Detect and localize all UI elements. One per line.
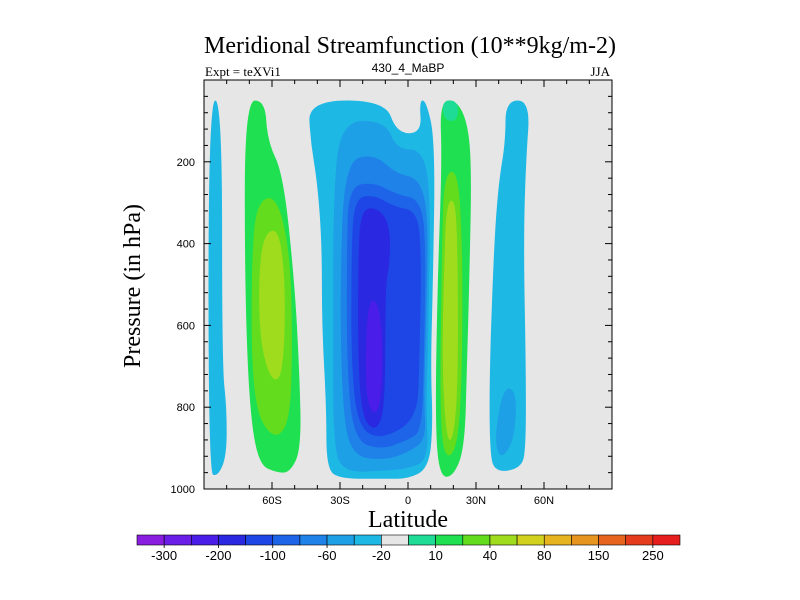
x-tick-label: 60S — [262, 495, 282, 507]
chart-title: Meridional Streamfunction (10**9kg/m-2) — [204, 33, 616, 59]
colorbar-label: -300 — [151, 548, 177, 563]
season-label: JJA — [590, 64, 610, 79]
contour-region-sh-hadley-cell-core — [365, 300, 383, 413]
plot-axes: 60S 30S 0 30N 60N 200 400 600 800 1000 — [171, 79, 613, 507]
colorbar-label: -60 — [318, 548, 337, 563]
contour-plot — [204, 80, 612, 489]
contour-region-nh-hadley-cell-top — [442, 100, 458, 121]
colorbar-swatch — [435, 534, 464, 546]
contour-region-nh-hadley-cell-core — [442, 200, 458, 440]
colorbar: -300 -200 -100 -60 -20 10 40 80 150 250 — [136, 534, 681, 563]
colorbar-swatch — [408, 534, 436, 546]
y-tick-label: 1000 — [171, 484, 195, 496]
colorbar-label: -200 — [205, 548, 231, 563]
colorbar-swatch — [381, 534, 409, 546]
colorbar-swatch — [163, 534, 192, 546]
experiment-label: Expt = teXVi1 — [205, 64, 281, 79]
run-label: 430_4_MaBP — [372, 61, 445, 75]
colorbar-swatch — [652, 534, 681, 546]
y-tick-label: 600 — [177, 320, 195, 332]
contour-region-nh-ferrel-cell-inner — [496, 388, 516, 456]
colorbar-label: 40 — [483, 548, 497, 563]
colorbar-swatch — [353, 534, 382, 546]
colorbar-swatch — [299, 534, 328, 546]
colorbar-swatch — [462, 534, 491, 546]
x-tick-label: 60N — [534, 495, 554, 507]
colorbar-swatch — [245, 534, 274, 546]
colorbar-swatch — [489, 534, 518, 546]
colorbar-swatch — [598, 534, 626, 546]
colorbar-swatch — [218, 534, 246, 546]
x-axis-label: Latitude — [368, 507, 448, 533]
colorbar-swatch — [571, 534, 599, 546]
colorbar-swatch — [191, 534, 219, 546]
contour-regions — [208, 100, 529, 479]
colorbar-label: 80 — [537, 548, 551, 563]
colorbar-swatch — [136, 534, 165, 546]
y-tick-label: 200 — [177, 157, 195, 169]
contour-region-sh-ferrel-cell-core — [259, 230, 285, 380]
colorbar-label: -20 — [372, 548, 391, 563]
y-axis-label: Pressure (in hPa) — [120, 204, 146, 368]
x-tick-label: 30S — [330, 495, 350, 507]
y-tick-label: 800 — [177, 402, 195, 414]
colorbar-label: -100 — [260, 548, 286, 563]
contour-region-sh-polar-cell — [208, 100, 227, 476]
colorbar-swatch — [625, 534, 654, 546]
colorbar-label: 10 — [428, 548, 442, 563]
colorbar-swatch — [516, 534, 545, 546]
colorbar-swatch — [543, 534, 572, 546]
contour-region-nh-ferrel-cell — [489, 100, 529, 471]
y-tick-label: 400 — [177, 239, 195, 251]
colorbar-label: 150 — [588, 548, 610, 563]
x-tick-label: 0 — [405, 495, 411, 507]
colorbar-swatch — [272, 534, 301, 546]
x-tick-label: 30N — [466, 495, 486, 507]
colorbar-label: 250 — [642, 548, 664, 563]
colorbar-swatch — [326, 534, 355, 546]
